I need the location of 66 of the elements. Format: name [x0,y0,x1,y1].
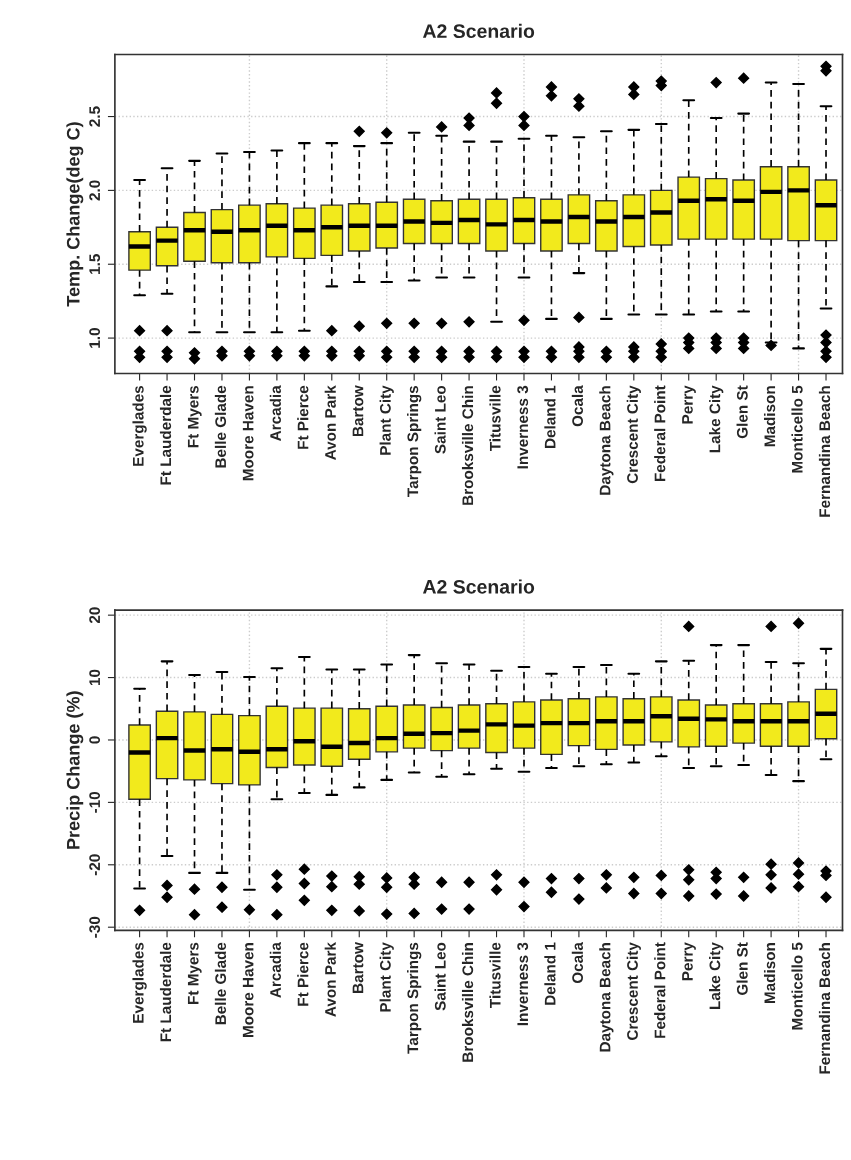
x-tick-label: Madison [763,386,776,447]
x-tick-label: Madison [763,943,776,1004]
y-tick-label: 20 [89,607,101,624]
x-tick-label: Fernandina Beach [818,386,831,517]
x-tick-label: Lake City [709,942,724,1010]
x-tick-label: Ft Myers [187,385,202,448]
x-tick-label: Ocala [571,942,584,984]
x-tick-label: Daytona Beach [599,386,614,495]
x-tick-label: Monticello 5 [791,385,803,473]
x-tick-label: Deland 1 [544,385,556,448]
x-tick-label: Glen St [736,942,748,995]
x-tick-label: Arcadia [269,942,281,998]
x-tick-label: Inverness 3 [517,942,529,1026]
x-tick-label: Belle Glade [214,942,227,1025]
y-tick-label: 1.0 [89,328,101,348]
x-tick-label: Ft Myers [187,942,202,1004]
x-tick-label: Perry [682,942,696,981]
y-tick-label: 0 [89,736,101,744]
y-tick-label: 2.5 [89,106,101,127]
x-tick-label: Ft Lauderdale [159,942,172,1042]
chart-title: A2 Scenario [422,579,535,594]
x-tick-label: Avon Park [324,385,336,460]
x-tick-label: Everglades [132,385,147,466]
x-tick-label: Brooksville Chin [461,386,474,505]
x-tick-label: Plant City [379,385,394,455]
x-tick-label: Brooksville Chin [461,943,474,1062]
x-tick-label: Ft Pierce [297,385,309,449]
x-tick-label: Perry [682,385,696,424]
x-tick-label: Crescent City [626,942,641,1040]
x-tick-label: Saint Leo [434,385,446,454]
x-tick-label: Belle Glade [214,385,227,468]
x-tick-label: Ft Pierce [297,942,309,1006]
x-tick-label: Federal Point [654,385,666,482]
x-tick-label: Inverness 3 [517,385,529,469]
y-tick-label: 2.0 [89,180,101,201]
x-tick-label: Deland 1 [544,942,556,1005]
x-tick-label: Ft Lauderdale [159,385,172,485]
x-tick-label: Glen St [736,385,748,439]
y-tick-label: 10 [89,669,101,686]
x-tick-label: Saint Leo [434,942,446,1011]
x-tick-label: Titusville [489,942,501,1008]
y-tick-label: -30 [89,916,101,938]
x-tick-label: Arcadia [269,385,281,441]
x-tick-label: Crescent City [626,385,641,484]
y-axis-title: Temp. Change(deg C) [66,122,84,307]
x-tick-label: Bartow [352,385,364,437]
x-tick-label: Everglades [132,942,147,1023]
x-tick-label: Bartow [352,942,364,993]
x-tick-label: Titusville [489,385,501,452]
x-tick-label: Ocala [571,385,584,427]
y-axis-title: Precip Change (%) [66,691,84,849]
x-tick-label: Tarpon Springs [407,385,422,497]
x-tick-label: Fernandina Beach [818,943,831,1074]
y-tick-label: 1.5 [89,254,101,274]
x-tick-label: Plant City [379,942,394,1012]
x-tick-label: Federal Point [654,942,666,1038]
chart-title: A2 Scenario [422,23,535,39]
y-tick-label: -10 [89,791,101,813]
x-tick-label: Moore Haven [242,386,254,481]
x-tick-label: Tarpon Springs [407,942,422,1054]
x-tick-label: Avon Park [324,942,336,1017]
y-tick-label: -20 [89,854,101,876]
x-tick-label: Moore Haven [242,943,254,1038]
x-tick-label: Monticello 5 [791,942,803,1030]
x-tick-label: Daytona Beach [599,943,614,1052]
x-tick-label: Lake City [709,385,724,453]
